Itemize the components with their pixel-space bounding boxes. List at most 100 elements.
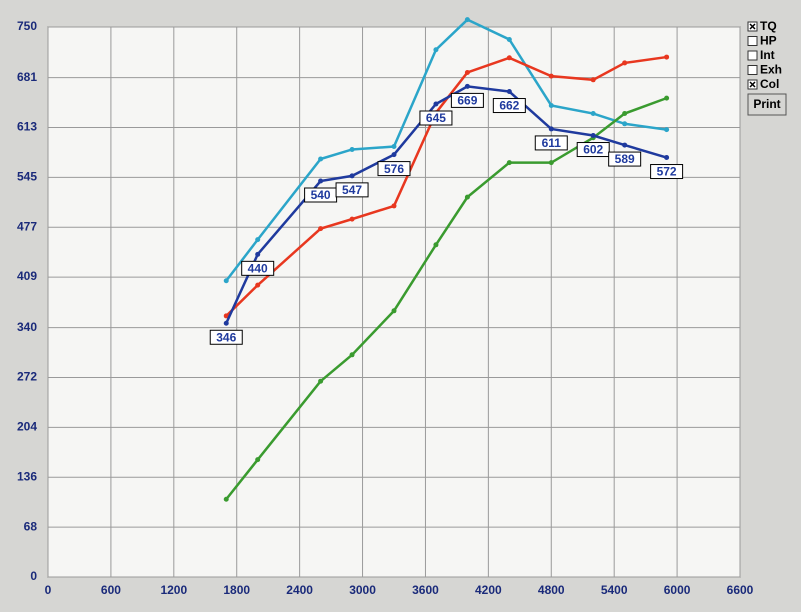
y-tick-label: 340 [17,320,37,334]
data-point [664,155,670,161]
data-point [391,308,397,314]
data-point [433,47,439,53]
checkbox-label: Int [760,48,775,62]
y-tick-label: 750 [17,19,37,33]
data-point [349,146,355,152]
data-label: 589 [615,152,635,166]
data-point [349,173,355,179]
data-point [590,133,596,139]
data-point [391,152,397,158]
data-point [622,142,628,148]
data-point [391,144,397,150]
checkbox[interactable] [747,50,758,61]
data-point [506,160,512,166]
y-tick-label: 204 [17,420,37,434]
data-point [433,242,439,248]
data-point [506,36,512,42]
series-line [225,96,668,501]
data-point [318,378,324,384]
data-label-box [650,164,684,180]
x-tick-label: 0 [45,583,52,597]
x-tick-label: 6600 [727,583,754,597]
x-tick-label: 600 [101,583,121,597]
y-tick-label: 545 [17,170,37,184]
data-point [255,251,261,257]
data-point [548,160,554,166]
data-point [255,282,261,288]
y-tick-label: 68 [24,519,38,533]
data-label-box [492,98,526,114]
data-point [590,77,596,83]
data-point [464,83,470,89]
data-point [433,101,439,107]
data-point [255,237,261,243]
checkbox-label: HP [760,34,777,48]
data-point [548,102,554,108]
data-point [622,121,628,127]
x-tick-label: 1200 [160,583,187,597]
data-label: 346 [216,330,236,344]
data-point [349,352,355,358]
data-label-box [419,110,453,126]
x-tick-label: 1800 [223,583,250,597]
x-tick-label: 2400 [286,583,313,597]
data-point [318,178,324,184]
data-point [506,55,512,61]
data-point [318,156,324,162]
print-button-label: Print [753,97,780,111]
data-point [664,95,670,101]
y-tick-label: 0 [30,569,37,583]
data-point [223,320,229,326]
checkbox-label: Col [760,77,779,91]
data-point [464,194,470,200]
data-point [590,111,596,117]
data-label-box [241,260,275,276]
data-label: 669 [457,94,477,108]
data-point [223,313,229,319]
checkbox-label: Exh [760,63,782,77]
data-point [349,216,355,222]
data-point [318,226,324,232]
x-tick-label: 4200 [475,583,502,597]
data-label-box [377,161,411,177]
checkbox-label: TQ [760,19,777,33]
y-tick-label: 272 [17,370,37,384]
data-label: 645 [426,111,446,125]
data-point [622,60,628,66]
data-point [255,457,261,463]
checkbox[interactable] [747,36,758,46]
series-line [225,18,667,282]
plot-area [47,26,741,578]
data-label-box [209,329,243,345]
series-line [225,55,667,317]
y-tick-label: 409 [17,269,37,283]
data-point [622,111,628,117]
data-point [548,73,554,79]
data-label: 611 [542,136,562,150]
data-label: 440 [248,262,268,276]
x-tick-label: 3000 [349,583,376,597]
y-tick-label: 613 [17,120,37,134]
data-label-box [608,151,642,167]
y-tick-label: 136 [17,469,37,483]
data-point [223,496,229,502]
data-point [391,203,397,209]
data-label: 576 [384,162,404,176]
data-point [506,89,512,95]
x-tick-label: 3600 [412,583,439,597]
data-label-box [576,142,610,158]
y-tick-label: 681 [17,70,37,84]
print-button[interactable] [747,93,787,116]
data-point [223,278,229,284]
data-point [464,17,470,23]
data-label: 540 [311,188,331,202]
data-label-box [450,92,484,108]
checkbox[interactable] [747,65,758,75]
data-label: 572 [657,165,677,179]
data-label-box [534,135,568,151]
data-point [664,54,670,60]
grid: 0 68 136 204 272 340 409 477 545 613 681 750 0 600 120… [17,19,754,597]
check-mark [749,23,756,30]
